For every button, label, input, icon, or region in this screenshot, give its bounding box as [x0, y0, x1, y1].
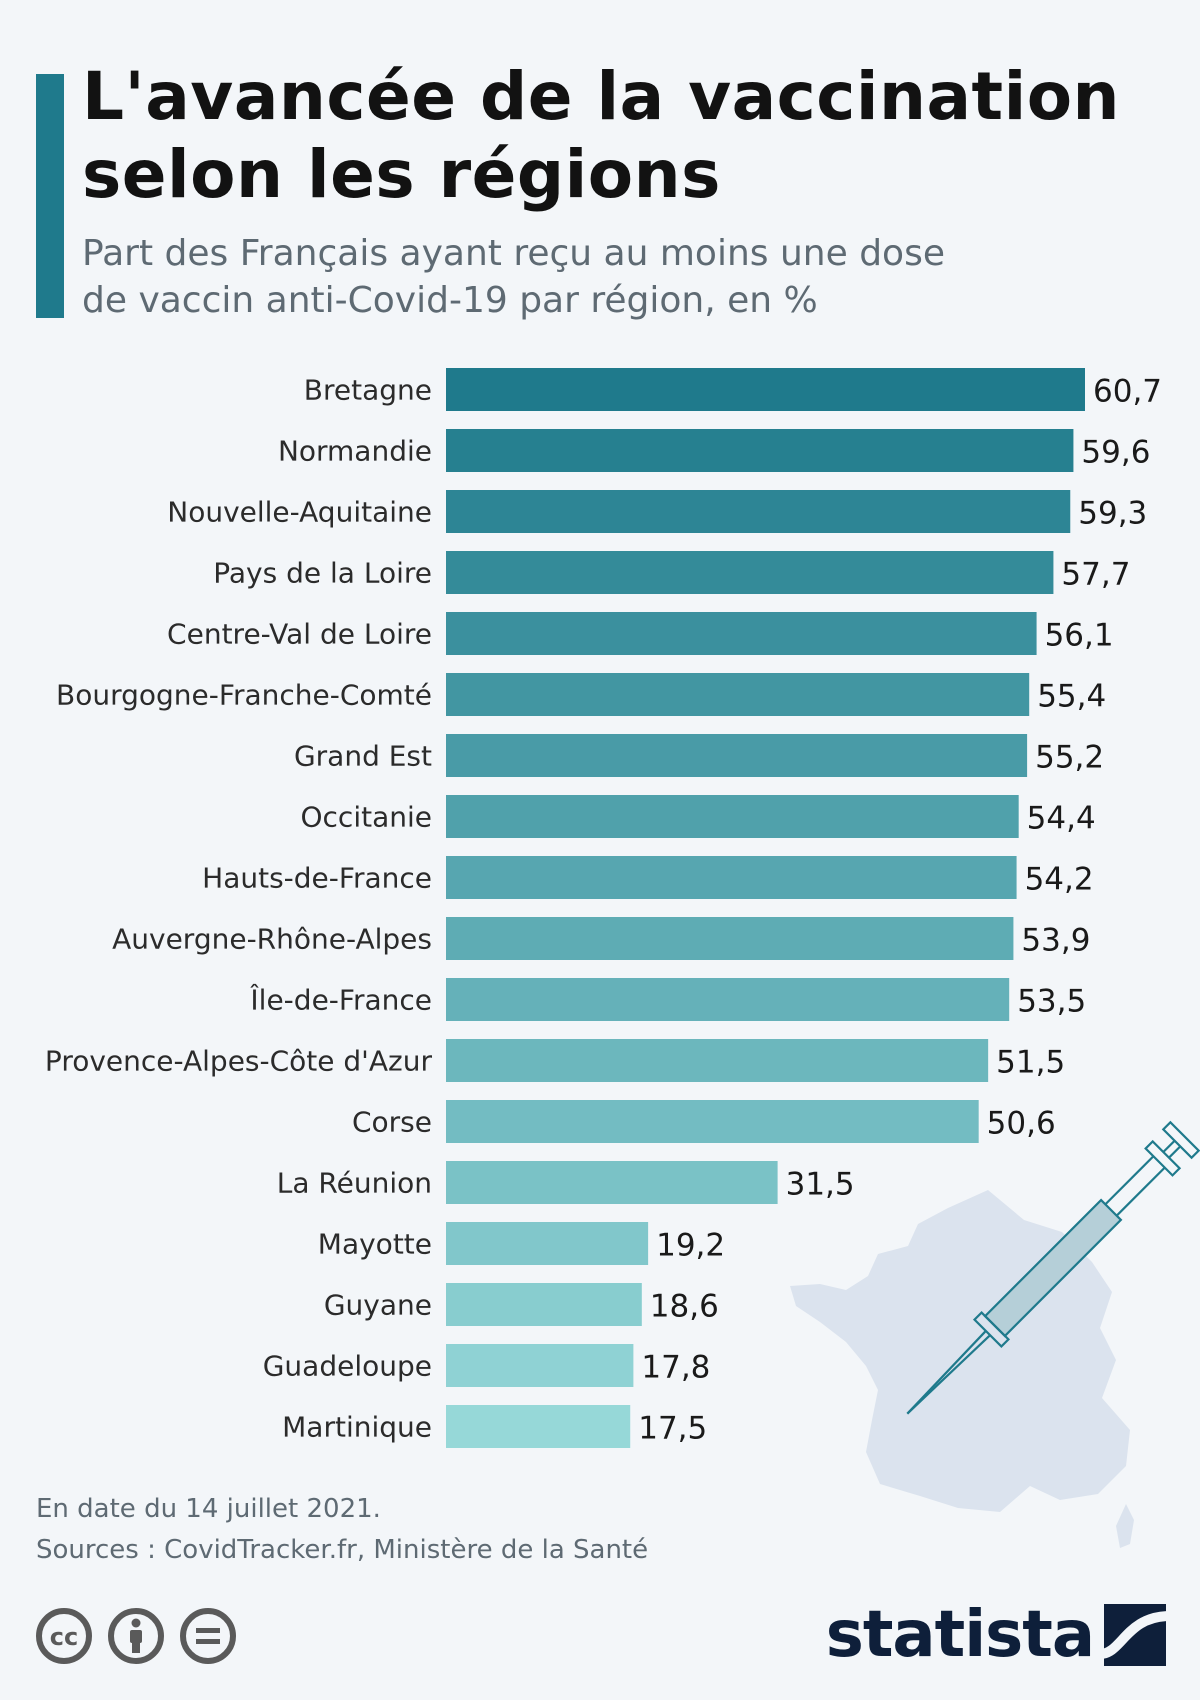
value-label: 57,7: [1061, 557, 1130, 593]
bar-16: [446, 1344, 634, 1387]
value-label: 54,2: [1025, 862, 1094, 898]
bar-2: [446, 490, 1071, 533]
svg-text:cc: cc: [50, 1623, 78, 1651]
footer-sources: Sources : CovidTracker.fr, Ministère de …: [36, 1535, 649, 1565]
value-label: 59,6: [1081, 435, 1150, 471]
value-label: 60,7: [1093, 374, 1162, 410]
bar-10: [446, 978, 1010, 1021]
value-label: 18,6: [650, 1289, 719, 1325]
value-label: 55,2: [1035, 740, 1104, 776]
category-label: Bretagne: [304, 374, 432, 407]
category-label: Île-de-France: [249, 983, 432, 1017]
bar-14: [446, 1222, 649, 1265]
title-line-1: L'avancée de la vaccination: [82, 58, 1121, 135]
category-label: Pays de la Loire: [213, 557, 432, 590]
bar-15: [446, 1283, 642, 1326]
bar-17: [446, 1405, 631, 1448]
title-accent-bar: [36, 74, 64, 318]
value-label: 59,3: [1078, 496, 1147, 532]
category-label: Corse: [352, 1106, 432, 1139]
category-label: Mayotte: [318, 1228, 432, 1261]
value-label: 51,5: [996, 1045, 1065, 1081]
syringe-icon: [906, 1120, 1200, 1415]
bar-7: [446, 795, 1019, 838]
statista-wordmark: statista: [825, 1598, 1095, 1672]
value-label: 17,5: [638, 1411, 707, 1447]
bar-13: [446, 1161, 778, 1204]
value-label: 53,9: [1021, 923, 1090, 959]
value-label: 17,8: [641, 1350, 710, 1386]
attribution-icon: [108, 1608, 164, 1664]
page-subtitle: Part des Français ayant reçu au moins un…: [82, 230, 1162, 324]
bar-12: [446, 1100, 979, 1143]
category-label: Centre-Val de Loire: [167, 618, 432, 651]
bar-6: [446, 734, 1028, 777]
bar-4: [446, 612, 1037, 655]
category-label: Bourgogne-Franche-Comté: [56, 679, 432, 712]
title-line-2: selon les régions: [82, 136, 721, 213]
category-label: Normandie: [278, 435, 432, 468]
bar-11: [446, 1039, 989, 1082]
cc-icon: cc: [36, 1608, 92, 1664]
category-label: Guyane: [324, 1289, 432, 1322]
value-label: 50,6: [987, 1106, 1056, 1142]
bar-1: [446, 429, 1074, 472]
category-label: Occitanie: [301, 801, 433, 834]
value-label: 56,1: [1045, 618, 1114, 654]
category-label: Nouvelle-Aquitaine: [167, 496, 432, 529]
category-label: Auvergne-Rhône-Alpes: [112, 923, 432, 956]
category-label: Hauts-de-France: [202, 862, 432, 895]
page-title: L'avancée de la vaccination selon les ré…: [82, 58, 1162, 214]
subtitle-line-2: de vaccin anti-Covid-19 par région, en %: [82, 280, 818, 321]
subtitle-line-1: Part des Français ayant reçu au moins un…: [82, 233, 945, 274]
license-icons: cc: [36, 1608, 236, 1664]
bar-9: [446, 917, 1014, 960]
category-label: Grand Est: [294, 740, 432, 773]
value-label: 53,5: [1017, 984, 1086, 1020]
bar-0: [446, 368, 1085, 411]
category-label: Provence-Alpes-Côte d'Azur: [45, 1045, 433, 1078]
bar-8: [446, 856, 1017, 899]
category-label: La Réunion: [277, 1167, 432, 1200]
bar-3: [446, 551, 1054, 594]
category-label: Martinique: [282, 1411, 432, 1444]
statista-logo: statista: [826, 1600, 1166, 1670]
value-label: 19,2: [656, 1228, 725, 1264]
no-derivatives-icon: [180, 1608, 236, 1664]
statista-logo-icon: [1104, 1604, 1166, 1666]
value-label: 54,4: [1027, 801, 1096, 837]
value-label: 55,4: [1037, 679, 1106, 715]
footer-date: En date du 14 juillet 2021.: [36, 1494, 381, 1524]
value-label: 31,5: [786, 1167, 855, 1203]
bar-chart: Bretagne 60,7 Normandie 59,6 Nouvelle-Aquita…: [45, 368, 1162, 1448]
category-label: Guadeloupe: [263, 1350, 432, 1383]
bar-5: [446, 673, 1030, 716]
